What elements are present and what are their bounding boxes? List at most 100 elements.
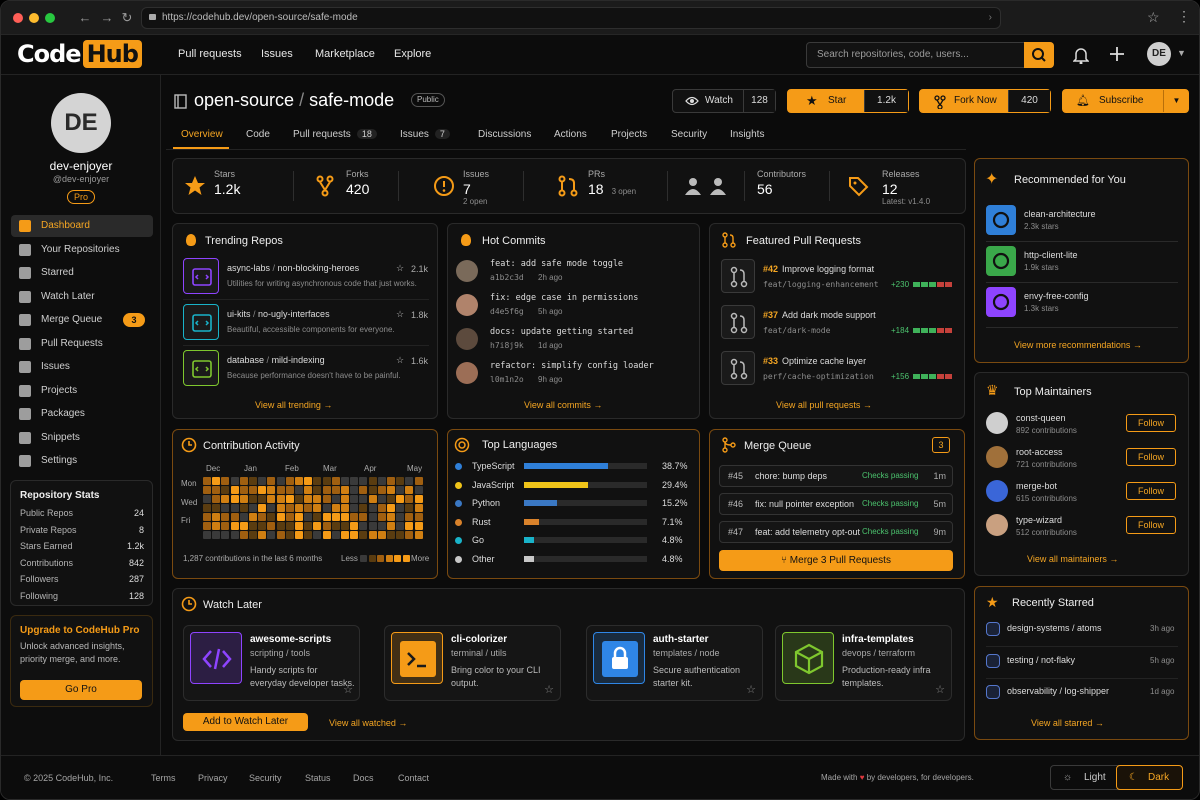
maintainer-name[interactable]: merge-bot: [1016, 481, 1058, 491]
sidebar-item-packages[interactable]: Packages: [11, 403, 153, 425]
fork-button[interactable]: Fork Now 420: [919, 89, 1051, 113]
star-outline-icon[interactable]: ☆: [396, 355, 405, 365]
view-all-trending-link[interactable]: View all trending →: [255, 400, 333, 410]
tab-insights[interactable]: Insights: [730, 129, 764, 140]
footer-privacy[interactable]: Privacy: [198, 773, 228, 783]
footer-docs[interactable]: Docs: [353, 773, 374, 783]
plus-icon[interactable]: [1109, 46, 1125, 62]
trending-repo-name[interactable]: database / mild-indexing: [227, 355, 325, 365]
footer-contact[interactable]: Contact: [398, 773, 430, 783]
close-window-button[interactable]: [13, 13, 23, 23]
merge-all-button[interactable]: ⑂ Merge 3 Pull Requests: [719, 550, 953, 571]
subscribe-button[interactable]: 🔔︎ Subscribe ▼: [1062, 89, 1189, 113]
maintainer-name[interactable]: const-queen: [1016, 413, 1066, 423]
watch-later-item[interactable]: awesome-scripts scripting / tools Handy sc…: [183, 625, 360, 701]
repo-name[interactable]: safe-mode: [309, 90, 395, 110]
tab-projects[interactable]: Projects: [611, 129, 647, 140]
watch-later-item[interactable]: infra-templates devops / terraform Product…: [775, 625, 952, 701]
tab-security[interactable]: Security: [671, 129, 707, 140]
pr-title[interactable]: #37 Add dark mode support: [763, 310, 876, 320]
commit-message[interactable]: docs: update getting started: [490, 327, 634, 337]
starred-repo-name[interactable]: observability / log-shipper: [1007, 686, 1110, 696]
repo-owner[interactable]: open-source: [194, 90, 295, 110]
follow-button[interactable]: Follow: [1126, 516, 1176, 534]
tab-discussions[interactable]: Discussions: [478, 129, 531, 140]
view-all-watched-link[interactable]: View all watched →: [329, 718, 408, 728]
sidebar-item-projects[interactable]: Projects: [11, 380, 153, 402]
tab-issues[interactable]: Issues 7: [400, 129, 450, 140]
contributor-avatar[interactable]: [456, 362, 478, 384]
view-all-maintainers-link[interactable]: View all maintainers →: [1027, 554, 1119, 564]
sidebar-item-pull-requests[interactable]: Pull Requests: [11, 333, 153, 355]
star-outline-icon[interactable]: ☆: [935, 684, 945, 696]
search-button[interactable]: [1024, 42, 1054, 68]
merge-queue-item[interactable]: #46 fix: null pointer exception Checks pas…: [719, 493, 953, 515]
view-all-starred-link[interactable]: View all starred →: [1031, 718, 1104, 728]
star-button[interactable]: ★ Star 1.2k: [787, 89, 909, 113]
recommended-repo-name[interactable]: http-client-lite: [1024, 250, 1078, 260]
tab-overview[interactable]: Overview: [181, 129, 223, 140]
pr-title[interactable]: #33 Optimize cache layer: [763, 356, 866, 366]
browser-menu-icon[interactable]: ⋮: [1177, 8, 1191, 24]
sidebar-item-starred[interactable]: Starred: [11, 262, 153, 284]
sidebar-item-snippets[interactable]: Snippets: [11, 427, 153, 449]
user-avatar[interactable]: DE: [1147, 42, 1171, 66]
footer-security[interactable]: Security: [249, 773, 282, 783]
contributor-avatar[interactable]: [456, 260, 478, 282]
nav-explore[interactable]: Explore: [394, 48, 432, 60]
maintainer-avatar[interactable]: [986, 446, 1008, 468]
footer-status[interactable]: Status: [305, 773, 331, 783]
nav-issues[interactable]: Issues: [261, 48, 293, 60]
star-outline-icon[interactable]: ☆: [343, 684, 353, 696]
star-outline-icon[interactable]: ☆: [746, 684, 756, 696]
footer-terms[interactable]: Terms: [151, 773, 176, 783]
sidebar-item-settings[interactable]: Settings: [11, 450, 153, 472]
star-outline-icon[interactable]: ☆: [396, 309, 405, 319]
view-all-prs-link[interactable]: View all pull requests →: [776, 400, 872, 410]
star-outline-icon[interactable]: ☆: [544, 684, 554, 696]
starred-repo-name[interactable]: testing / not-flaky: [1007, 654, 1076, 665]
starred-repo-name[interactable]: design-systems / atoms: [1007, 623, 1102, 633]
minimize-window-button[interactable]: [29, 13, 39, 23]
watch-button[interactable]: Watch 128: [672, 89, 776, 113]
tab-code[interactable]: Code: [246, 129, 270, 140]
commit-message[interactable]: fix: edge case in permissions: [490, 293, 639, 303]
forward-arrow-icon[interactable]: →: [100, 10, 114, 25]
follow-button[interactable]: Follow: [1126, 482, 1176, 500]
trending-repo-name[interactable]: async-labs / non-blocking-heroes: [227, 263, 359, 273]
nav-pull-requests[interactable]: Pull requests: [178, 48, 242, 60]
go-pro-button[interactable]: Go Pro: [20, 680, 142, 700]
contributor-avatar[interactable]: [456, 328, 478, 350]
watch-later-item[interactable]: auth-starter templates / node Secure authe…: [586, 625, 763, 701]
maximize-window-button[interactable]: [45, 13, 55, 23]
follow-button[interactable]: Follow: [1126, 414, 1176, 432]
recommended-repo-name[interactable]: clean-architecture: [1024, 209, 1096, 219]
tab-actions[interactable]: Actions: [554, 129, 587, 140]
sidebar-item-watch-later[interactable]: Watch Later: [11, 286, 153, 308]
add-to-watch-later-button[interactable]: Add to Watch Later: [183, 713, 308, 731]
contributor-avatar[interactable]: [456, 294, 478, 316]
sidebar-item-issues[interactable]: Issues: [11, 356, 153, 378]
star-outline-icon[interactable]: ☆: [396, 263, 405, 273]
watch-later-item[interactable]: cli-colorizer terminal / utils Bring color…: [384, 625, 561, 701]
profile-avatar[interactable]: DE: [51, 93, 111, 153]
address-bar[interactable]: https://codehub.dev/open-source/safe-mod…: [141, 7, 1001, 29]
dark-theme-button[interactable]: ☾ Dark: [1116, 765, 1183, 790]
maintainer-name[interactable]: root-access: [1016, 447, 1063, 457]
bell-icon[interactable]: [1073, 46, 1089, 64]
view-all-commits-link[interactable]: View all commits →: [524, 400, 603, 410]
merge-queue-item[interactable]: #47 feat: add telemetry opt-out Checks pas…: [719, 521, 953, 543]
recommended-repo-name[interactable]: envy-free-config: [1024, 291, 1089, 301]
merge-queue-item[interactable]: #45 chore: bump deps Checks passing 1m: [719, 465, 953, 487]
follow-button[interactable]: Follow: [1126, 448, 1176, 466]
maintainer-avatar[interactable]: [986, 412, 1008, 434]
bookmark-star-icon[interactable]: ☆: [1147, 9, 1160, 25]
sidebar-item-dashboard[interactable]: Dashboard: [11, 215, 153, 237]
maintainer-avatar[interactable]: [986, 514, 1008, 536]
nav-marketplace[interactable]: Marketplace: [315, 48, 375, 60]
sidebar-item-merge-queue[interactable]: Merge Queue 3: [11, 309, 153, 331]
subscribe-dropdown-icon[interactable]: ▼: [1163, 90, 1189, 112]
search-input[interactable]: Search repositories, code, users...: [806, 42, 1054, 68]
chevron-down-icon[interactable]: ▼: [1177, 48, 1186, 58]
view-more-recommendations-link[interactable]: View more recommendations →: [1014, 340, 1142, 350]
